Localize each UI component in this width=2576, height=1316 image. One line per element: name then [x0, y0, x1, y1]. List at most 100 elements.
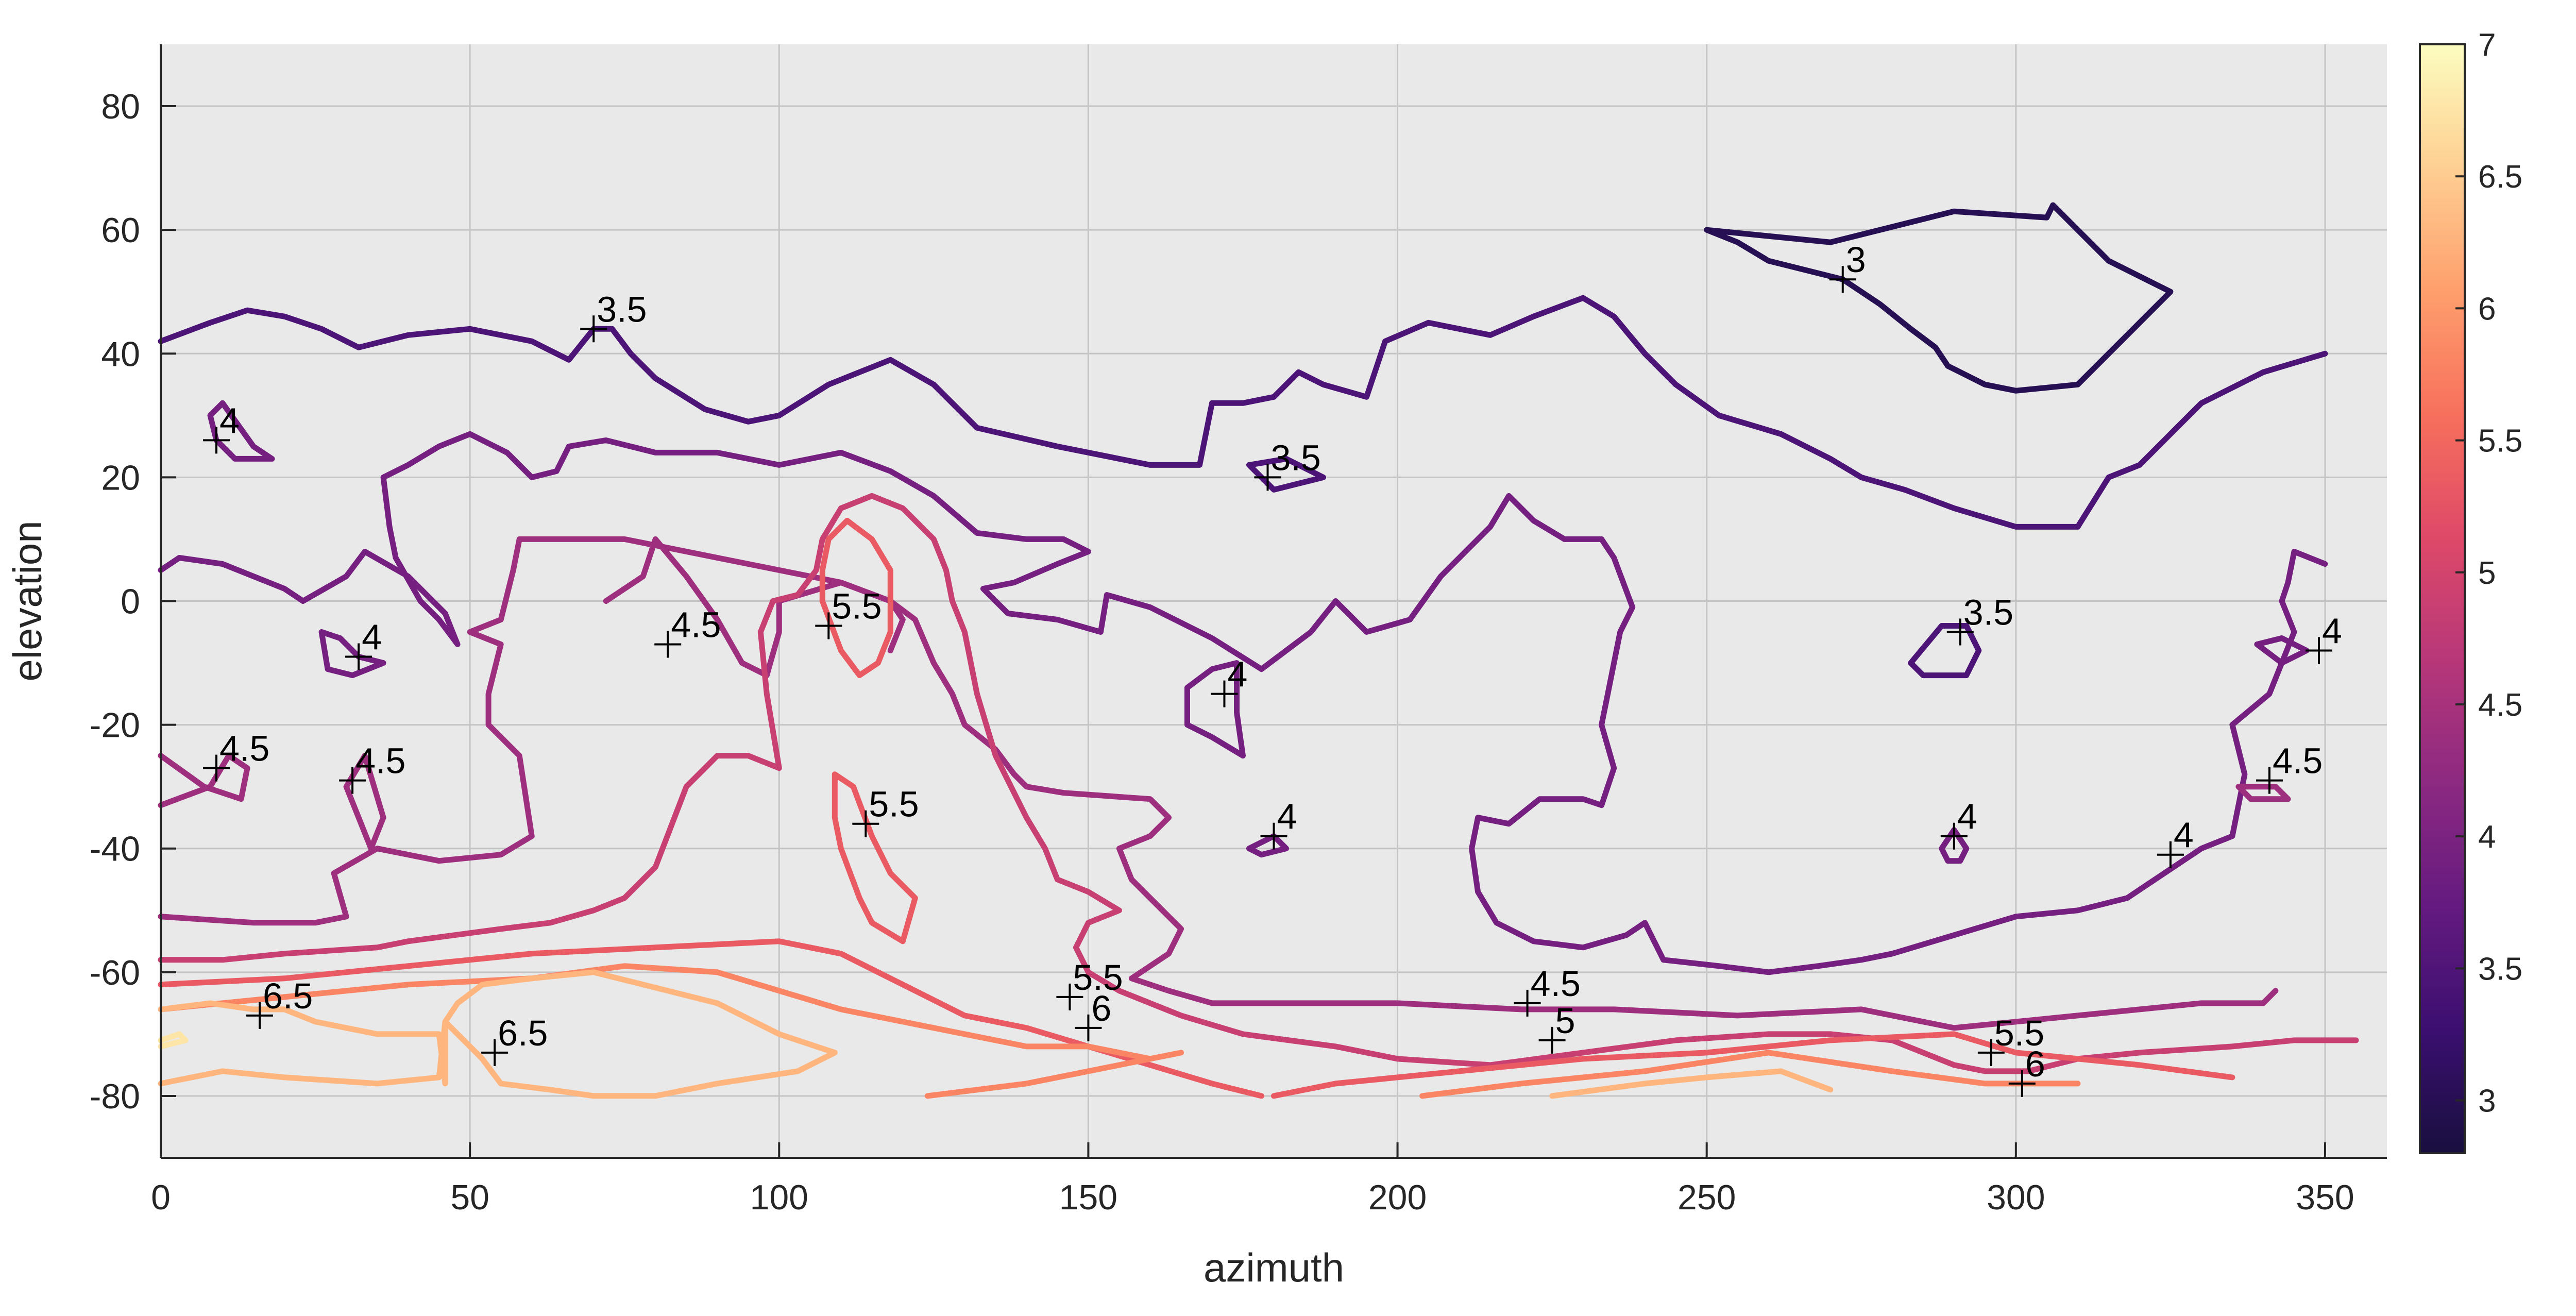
contour-label: 5 [1555, 1001, 1575, 1041]
contour-label: 4 [219, 400, 240, 441]
contour-line-4-5 [2235, 784, 2291, 802]
contour-label-marker [654, 631, 682, 658]
contour-label-marker [1211, 680, 1238, 707]
contour-label: 4 [2174, 815, 2194, 855]
y-tick-label: 0 [121, 582, 140, 621]
contour-label: 4 [1277, 797, 1297, 837]
x-tick-label: 200 [1368, 1178, 1427, 1217]
contour-label: 4 [1227, 654, 1247, 695]
contour-label-marker [1538, 1026, 1566, 1054]
contour-label-marker [1829, 266, 1856, 293]
colorbar-tick-label: 3.5 [2478, 951, 2522, 987]
contour-line-4 [1184, 660, 1246, 759]
contour-line-6 [924, 1050, 1184, 1099]
contour-label-marker [1977, 1039, 2005, 1066]
contour-label: 4.5 [671, 605, 721, 645]
contour-line-4-5 [343, 753, 386, 852]
contour-line-7 [158, 1031, 189, 1050]
contour-label: 6.5 [263, 976, 313, 1016]
contour-line-6 [158, 963, 1153, 1062]
contour-label: 4.5 [219, 729, 269, 769]
x-tick-label: 150 [1059, 1178, 1117, 1217]
contour-label: 3 [1846, 240, 1866, 280]
contour-line-3-5 [1908, 623, 1982, 679]
contour-label: 6 [1091, 988, 1111, 1028]
contour-label: 4.5 [355, 741, 405, 781]
contour-label: 3.5 [597, 289, 647, 329]
x-axis-label: azimuth [1204, 1245, 1344, 1290]
contour-label-marker [1946, 618, 1974, 646]
contour-line-4 [1939, 827, 1970, 864]
contour-label: 5.5 [1073, 957, 1123, 998]
colorbar-tick-label: 4.5 [2478, 687, 2522, 723]
contour-label: 6 [2025, 1044, 2045, 1084]
contour-line-6-5 [158, 969, 838, 1099]
contour-label-marker [203, 427, 230, 454]
contour-label-marker [580, 315, 607, 343]
contour-line-4 [318, 629, 386, 679]
contour-label-marker [345, 643, 372, 670]
contour-label: 3.5 [1963, 593, 2013, 633]
contour-line-4 [1246, 833, 1289, 858]
contour-label: 4 [362, 617, 382, 657]
colorbar-tick-label: 4 [2478, 819, 2496, 855]
contour-lines [158, 202, 2359, 1099]
contour-label-marker [1056, 983, 1083, 1010]
contour-label-marker [1940, 822, 1968, 850]
x-tick-label: 250 [1677, 1178, 1736, 1217]
y-tick-label: -80 [90, 1077, 140, 1116]
y-tick-label: -20 [90, 706, 140, 745]
colorbar-tick-label: 3 [2478, 1084, 2496, 1119]
contour-line-5 [158, 493, 2359, 1074]
colorbar-gradient [2419, 43, 2466, 1154]
x-tick-label: 300 [1987, 1178, 2045, 1217]
contour-label: 5.5 [1994, 1013, 2044, 1053]
contour-line-5-5 [1271, 1031, 2235, 1099]
contour-label: 5.5 [832, 586, 882, 627]
contour-line-4-5 [158, 753, 250, 808]
colorbar-tick-label: 6.5 [2478, 159, 2522, 195]
y-tick-label: 20 [101, 458, 140, 497]
colorbar-tick-label: 5 [2478, 555, 2496, 591]
contour-label-marker [481, 1039, 509, 1066]
contour-label: 3.5 [1270, 437, 1320, 478]
contour-label: 6.5 [498, 1013, 548, 1053]
contour-label-marker [2256, 767, 2283, 794]
y-axis-label: elevation [5, 520, 50, 681]
colorbar-tick-label: 7 [2478, 27, 2496, 63]
contour-line-3-5 [158, 295, 2328, 530]
x-tick-label: 100 [750, 1178, 808, 1217]
y-tick-label: 80 [101, 87, 140, 126]
x-tick-label: 50 [450, 1178, 489, 1217]
contour-line-6 [1419, 1050, 2081, 1099]
contour-label-marker [246, 1002, 274, 1029]
contour-label: 4 [1957, 797, 1977, 837]
y-tick-label: -60 [90, 953, 140, 992]
y-tick-label: 40 [101, 334, 140, 374]
contour-label-marker [815, 612, 842, 639]
contour-label-marker [1260, 822, 1287, 850]
contour-label: 5.5 [869, 784, 919, 824]
y-tick-label: 60 [101, 211, 140, 250]
y-tick-label: -40 [90, 830, 140, 869]
contour-line-4 [158, 431, 2328, 975]
colorbar: 3 3.5 4 4.5 5 5.5 6 6.5 7 [2419, 27, 2522, 1154]
contour-line-5-5 [819, 517, 893, 679]
contour-label: 4.5 [2273, 741, 2323, 781]
contour-label-marker [1254, 464, 1281, 491]
contour-line-3-5 [1246, 455, 1326, 493]
contour-label-marker [339, 767, 366, 794]
contour-line-6-5 [1549, 1068, 1834, 1099]
contour-label: 4 [2322, 611, 2342, 651]
colorbar-tick-label: 5.5 [2478, 424, 2522, 459]
contour-label-marker [2157, 841, 2184, 868]
contour-label-marker [1075, 1014, 1102, 1041]
contour-label-marker [203, 754, 230, 782]
contour-label-marker [852, 810, 879, 837]
contour-label: 4.5 [1531, 964, 1581, 1004]
x-tick-label: 350 [2296, 1178, 2354, 1217]
contour-line-4-5 [158, 536, 2279, 1031]
